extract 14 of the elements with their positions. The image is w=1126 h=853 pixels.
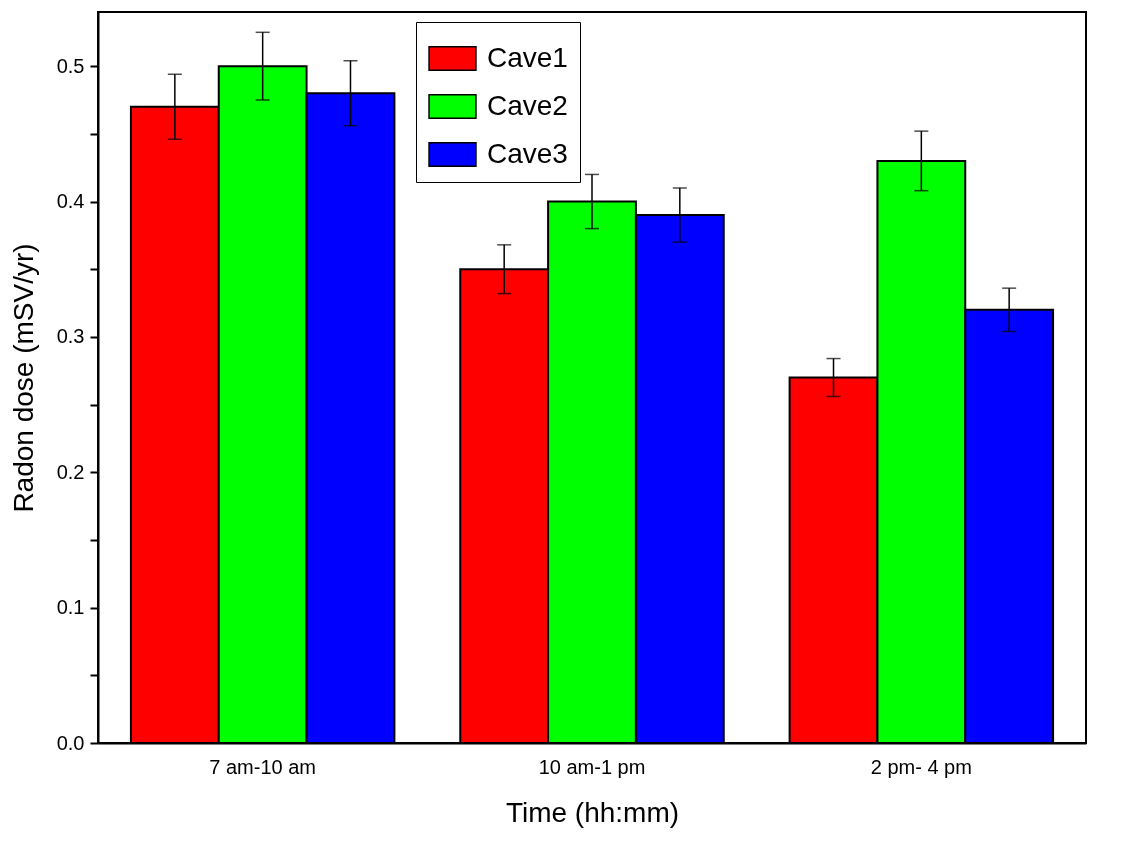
y-tick-label: 0.3	[56, 325, 85, 348]
x-tick-label: 10 am-1 pm	[538, 755, 646, 778]
y-tick-label: 0.0	[56, 731, 85, 754]
y-tick-label: 0.5	[56, 54, 85, 77]
x-axis-title: Time (hh:mm)	[505, 796, 680, 828]
legend-label: Cave3	[487, 137, 568, 169]
legend-label: Cave1	[487, 41, 568, 73]
x-tick-label: 7 am-10 am	[209, 755, 317, 778]
y-tick-label: 0.1	[56, 596, 85, 619]
legend-label: Cave2	[487, 89, 568, 121]
y-axis-title: Radon dose (mSV/yr)	[7, 243, 39, 513]
x-tick-label: 2 pm- 4 pm	[870, 755, 972, 778]
y-tick-label: 0.4	[56, 190, 85, 213]
y-tick-label: 0.2	[56, 460, 85, 483]
